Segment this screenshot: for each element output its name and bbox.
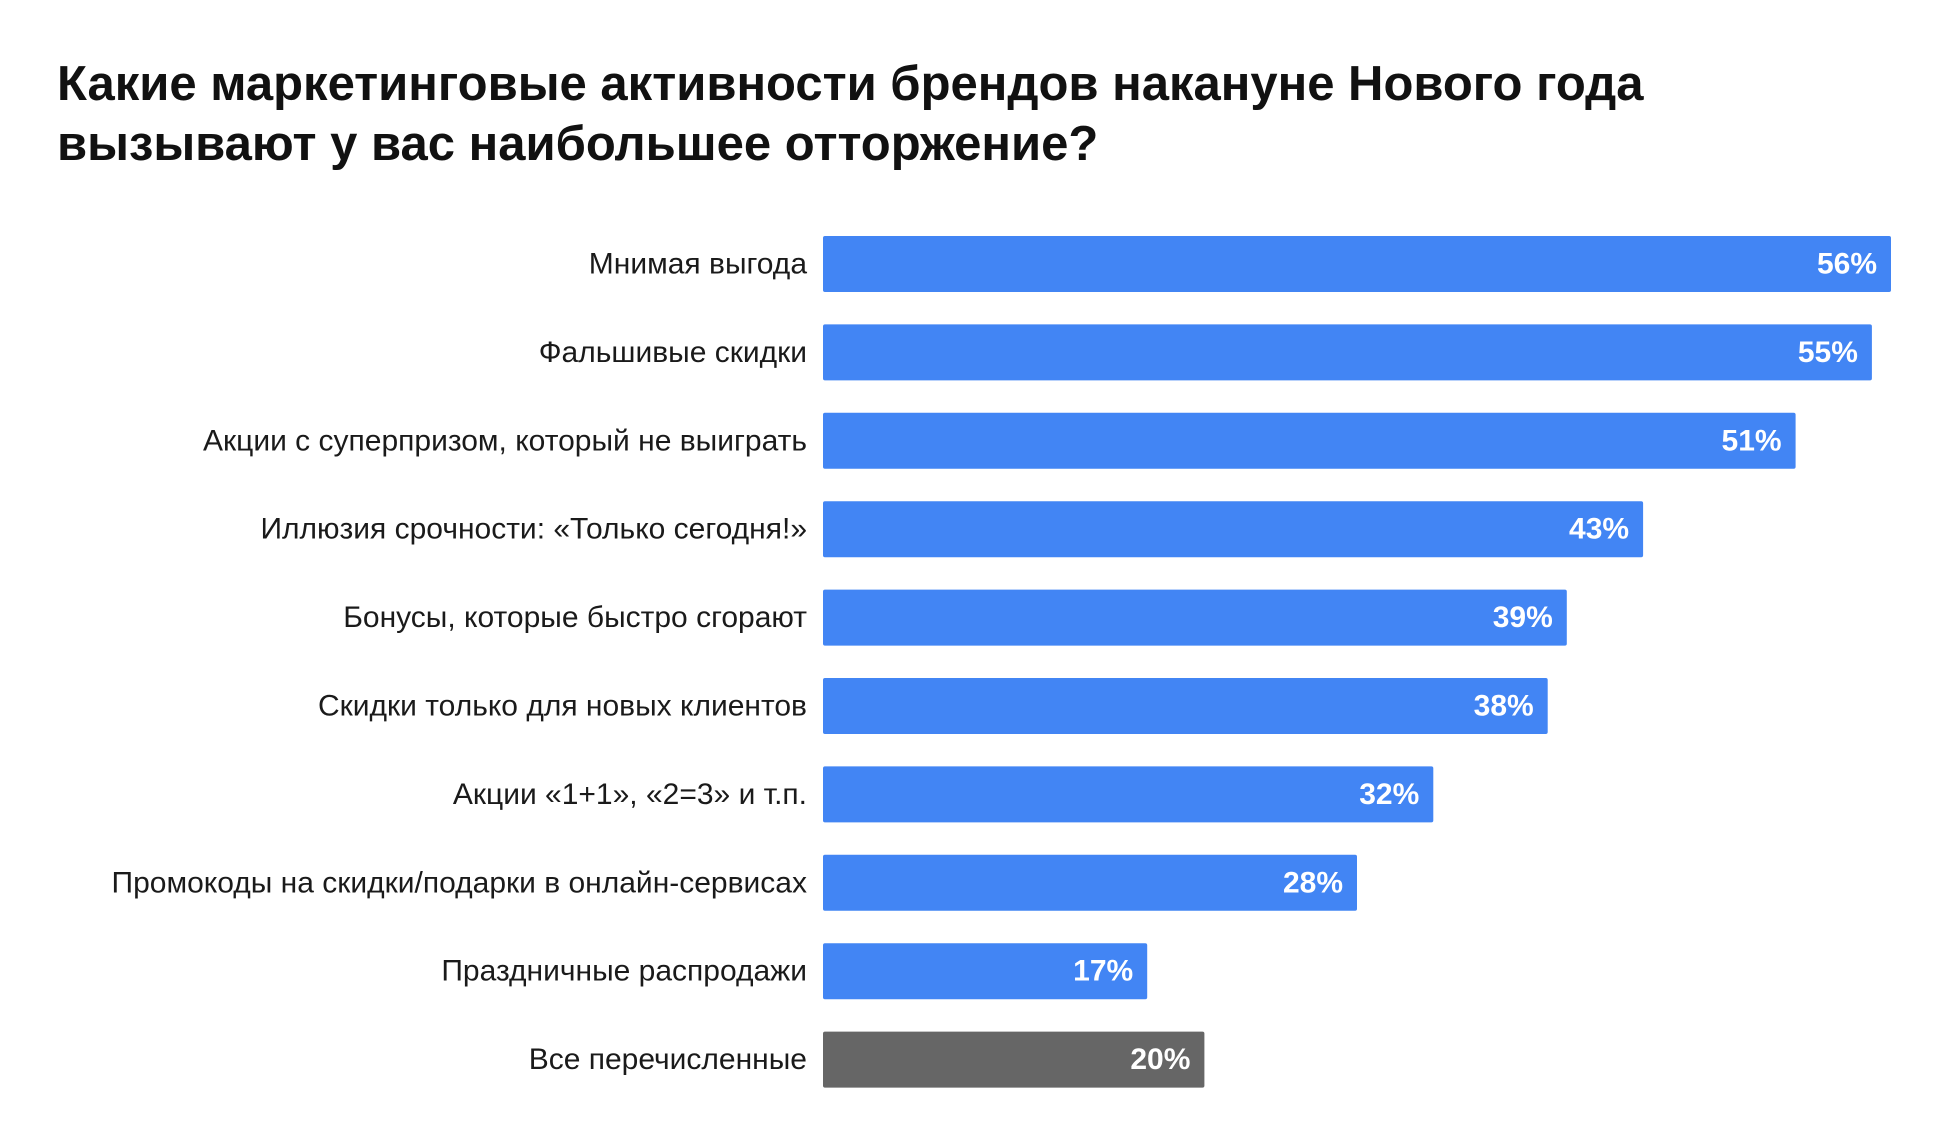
bar-group: Мнимая выгода 56% xyxy=(589,236,1891,292)
bar xyxy=(823,678,1548,734)
bar xyxy=(823,766,1434,823)
bar xyxy=(823,589,1567,646)
bar-group: Акции с суперпризом, который не выиграть… xyxy=(203,412,1796,469)
bar-group: Акции «1+1», «2=3» и т.п. 32% xyxy=(453,766,1434,823)
category-label: Скидки только для новых клиентов xyxy=(318,690,807,723)
bar-group: Праздничные распродажи 17% xyxy=(441,943,1148,1000)
bar xyxy=(823,943,1148,1000)
category-label: Бонусы, которые быстро сгорают xyxy=(343,601,807,634)
category-label: Иллюзия срочности: «Только сегодня!» xyxy=(260,513,807,546)
category-label: Акции с суперпризом, который не выиграть xyxy=(203,424,807,457)
value-label: 56% xyxy=(1817,248,1877,281)
category-label: Промокоды на скидки/подарки в онлайн-сер… xyxy=(112,866,807,899)
value-label: 51% xyxy=(1722,424,1782,457)
value-label: 38% xyxy=(1474,690,1534,723)
value-label: 20% xyxy=(1130,1043,1190,1076)
category-label: Акции «1+1», «2=3» и т.п. xyxy=(453,778,807,811)
bar xyxy=(823,501,1644,558)
category-label: Мнимая выгода xyxy=(589,248,808,281)
bar-group: Промокоды на скидки/подарки в онлайн-сер… xyxy=(112,854,1357,911)
value-label: 28% xyxy=(1283,866,1343,899)
bar-group: Фальшивые скидки 55% xyxy=(539,324,1872,381)
bar xyxy=(823,854,1357,911)
value-label: 17% xyxy=(1073,955,1133,988)
chart-title: Какие маркетинговые активности брендов н… xyxy=(57,57,1644,171)
category-label: Все перечисленные xyxy=(529,1043,807,1076)
bar-group: Все перечисленные 20% xyxy=(529,1031,1205,1088)
category-label: Фальшивые скидки xyxy=(539,336,807,369)
value-label: 43% xyxy=(1569,513,1629,546)
value-label: 32% xyxy=(1359,778,1419,811)
bar-group: Иллюзия срочности: «Только сегодня!» 43% xyxy=(260,501,1644,558)
value-label: 55% xyxy=(1798,336,1858,369)
value-label: 39% xyxy=(1493,601,1553,634)
bar-group: Скидки только для новых клиентов 38% xyxy=(318,678,1548,734)
category-label: Праздничные распродажи xyxy=(441,955,807,988)
bar-group: Бонусы, которые быстро сгорают 39% xyxy=(343,589,1567,646)
bar xyxy=(823,1031,1205,1088)
bar xyxy=(823,412,1796,469)
bar xyxy=(823,324,1872,381)
bar xyxy=(823,236,1891,292)
